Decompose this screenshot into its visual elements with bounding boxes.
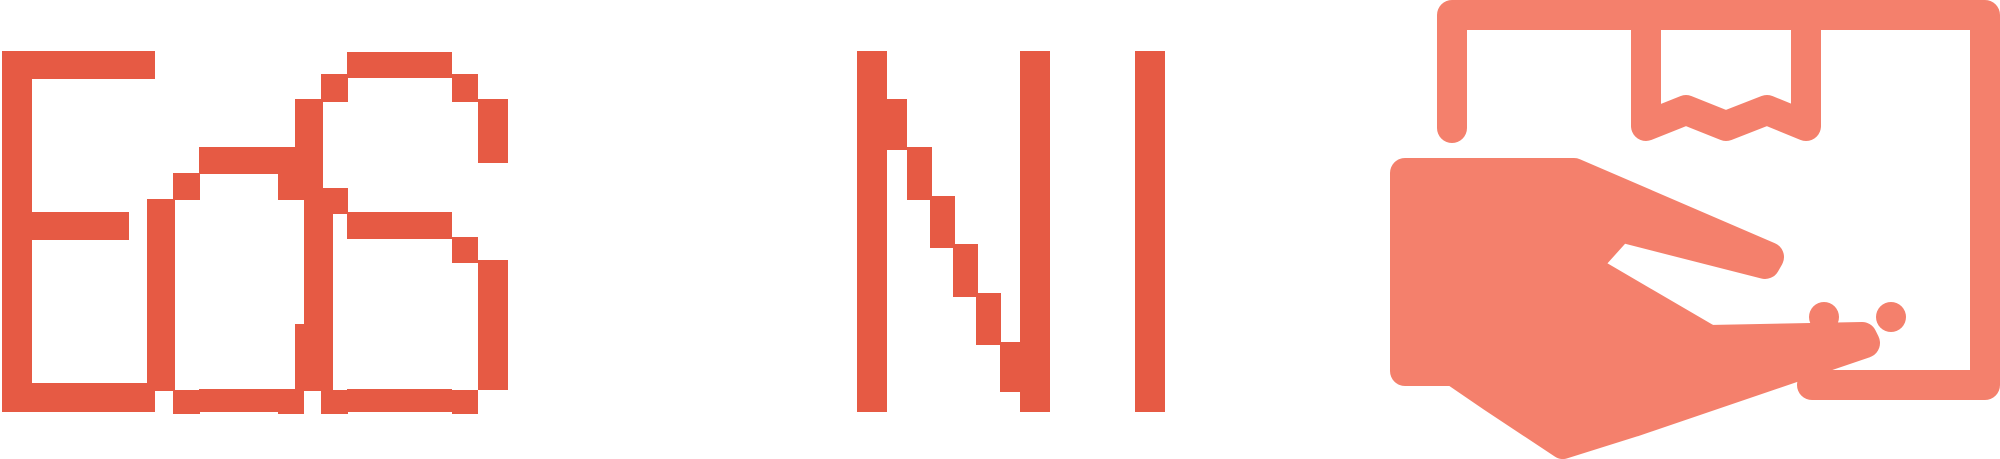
hand-delivering-box-icon (1390, 0, 2000, 459)
wordmark-letter-e (2, 51, 155, 412)
wordmark-letter-s (295, 52, 508, 414)
wordmark-letter-n (857, 51, 1050, 412)
brand-wordmark (2, 51, 1165, 414)
wordmark-letter-i (1135, 51, 1165, 412)
